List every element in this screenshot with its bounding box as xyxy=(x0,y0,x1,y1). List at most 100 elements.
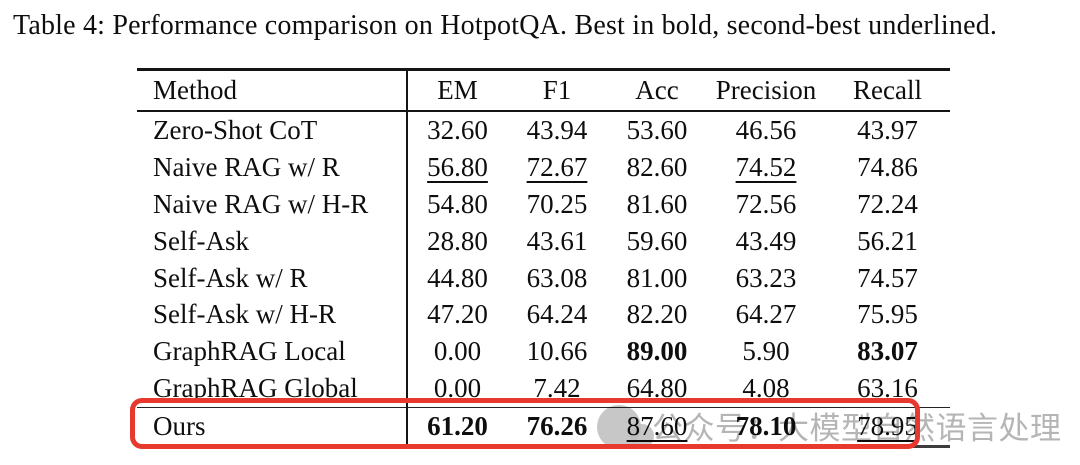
metric-value-text: 10.66 xyxy=(526,336,588,367)
metric-value: 53.60 xyxy=(607,111,707,149)
metric-value-text: 43.49 xyxy=(735,225,797,256)
metric-value-text: 75.95 xyxy=(857,299,918,330)
metric-value-text: 81.00 xyxy=(626,262,688,293)
metric-value: 10.66 xyxy=(507,333,607,370)
metric-value-text: 61.20 xyxy=(427,411,488,442)
metric-value-text: 56.21 xyxy=(857,225,918,256)
metric-value: 7.42 xyxy=(507,370,607,407)
table-body: Zero-Shot CoT 32.60 43.94 53.60 46.56 43.97 Na… xyxy=(137,111,950,447)
metric-value-text: 32.60 xyxy=(427,114,488,145)
metric-value: 43.97 xyxy=(825,111,950,149)
metric-value: 82.60 xyxy=(607,149,707,186)
metric-value-text: 47.20 xyxy=(427,299,488,330)
metric-value-text: 83.07 xyxy=(857,336,918,367)
method-name: Self-Ask w/ H-R xyxy=(137,296,408,334)
column-header-acc: Acc xyxy=(607,69,707,112)
metric-value: 43.49 xyxy=(707,223,825,260)
method-name: Self-Ask xyxy=(137,222,408,260)
metric-value-text: 46.56 xyxy=(735,114,797,145)
metric-value: 43.61 xyxy=(507,223,607,260)
metric-value-text: 64.24 xyxy=(526,299,588,330)
metric-value-text: 82.60 xyxy=(626,151,688,182)
metric-value: 0.00 xyxy=(407,333,507,370)
metric-value-text: 0.00 xyxy=(433,373,482,404)
metric-value: 63.08 xyxy=(507,260,607,297)
table-row: Ours 61.20 76.26 87.60 78.10 78.95 xyxy=(137,407,950,447)
metric-value: 44.80 xyxy=(407,260,507,297)
metric-value: 75.95 xyxy=(825,296,950,333)
metric-value-text: 82.20 xyxy=(626,299,688,330)
table-row: Naive RAG w/ R 56.80 72.67 82.60 74.52 74.86 xyxy=(137,148,950,186)
metric-value: 59.60 xyxy=(607,223,707,260)
metric-value-text: 63.08 xyxy=(526,262,588,293)
metric-value: 63.23 xyxy=(707,260,825,297)
results-table: Method EM F1 Acc Precision Recall Zero-Shot C… xyxy=(137,68,950,449)
method-name: Self-Ask w/ R xyxy=(137,259,408,297)
metric-value-text: 72.67 xyxy=(526,151,588,182)
metric-value: 56.80 xyxy=(407,149,507,186)
metric-value: 74.57 xyxy=(825,260,950,297)
table-row: GraphRAG Global 0.00 7.42 64.80 4.08 63.16 xyxy=(137,370,950,408)
results-table-container: Method EM F1 Acc Precision Recall Zero-Shot C… xyxy=(137,68,950,449)
metric-value-text: 56.80 xyxy=(427,151,488,182)
metric-value-text: 7.42 xyxy=(533,373,581,404)
metric-value-text: 63.23 xyxy=(735,262,797,293)
metric-value-text: 74.86 xyxy=(857,151,918,182)
metric-value: 47.20 xyxy=(407,296,507,333)
column-header-em: EM xyxy=(407,69,507,112)
method-name: Naive RAG w/ H-R xyxy=(137,185,408,223)
method-name: GraphRAG Global xyxy=(137,370,408,408)
metric-value: 54.80 xyxy=(407,186,507,223)
metric-value: 81.60 xyxy=(607,186,707,223)
column-header-precision: Precision xyxy=(707,69,825,112)
metric-value-text: 44.80 xyxy=(427,262,488,293)
column-header-method: Method xyxy=(137,69,408,112)
metric-value: 70.25 xyxy=(507,186,607,223)
metric-value: 78.95 xyxy=(825,407,950,447)
metric-value-text: 70.25 xyxy=(526,188,588,219)
metric-value-text: 81.60 xyxy=(626,188,688,219)
metric-value: 81.00 xyxy=(607,260,707,297)
metric-value-text: 4.08 xyxy=(742,373,790,404)
method-name: Naive RAG w/ R xyxy=(137,148,408,186)
table-row: GraphRAG Local 0.00 10.66 89.00 5.90 83.07 xyxy=(137,333,950,371)
metric-value-text: 53.60 xyxy=(626,114,688,145)
metric-value: 56.21 xyxy=(825,223,950,260)
method-name: Zero-Shot CoT xyxy=(137,111,408,149)
metric-value: 83.07 xyxy=(825,333,950,370)
metric-value: 87.60 xyxy=(607,407,707,447)
metric-value: 43.94 xyxy=(507,111,607,149)
table-row: Zero-Shot CoT 32.60 43.94 53.60 46.56 43.97 xyxy=(137,111,950,149)
table-caption: Table 4: Performance comparison on Hotpo… xyxy=(13,10,998,41)
metric-value: 64.24 xyxy=(507,296,607,333)
metric-value-text: 43.97 xyxy=(857,114,918,145)
column-header-recall: Recall xyxy=(825,69,950,112)
metric-value: 61.20 xyxy=(407,407,507,447)
metric-value-text: 54.80 xyxy=(427,188,488,219)
method-name: GraphRAG Local xyxy=(137,333,408,371)
metric-value-text: 64.27 xyxy=(735,299,797,330)
metric-value: 78.10 xyxy=(707,407,825,447)
metric-value-text: 74.57 xyxy=(857,262,918,293)
metric-value: 72.67 xyxy=(507,149,607,186)
metric-value: 32.60 xyxy=(407,111,507,149)
metric-value: 64.80 xyxy=(607,370,707,407)
metric-value-text: 64.80 xyxy=(626,373,688,404)
metric-value-text: 89.00 xyxy=(626,336,688,367)
metric-value-text: 43.61 xyxy=(526,225,588,256)
metric-value-text: 72.24 xyxy=(857,188,918,219)
table-row: Self-Ask w/ H-R 47.20 64.24 82.20 64.27 75.95 xyxy=(137,296,950,334)
metric-value-text: 43.94 xyxy=(526,114,588,145)
metric-value: 74.86 xyxy=(825,149,950,186)
metric-value-text: 72.56 xyxy=(735,188,797,219)
metric-value: 82.20 xyxy=(607,296,707,333)
metric-value-text: 74.52 xyxy=(735,151,797,182)
metric-value-text: 28.80 xyxy=(427,225,488,256)
metric-value: 0.00 xyxy=(407,370,507,407)
metric-value: 46.56 xyxy=(707,111,825,149)
metric-value-text: 63.16 xyxy=(857,373,918,404)
metric-value-text: 87.60 xyxy=(626,411,688,442)
metric-value: 28.80 xyxy=(407,223,507,260)
metric-value-text: 78.95 xyxy=(857,411,918,442)
